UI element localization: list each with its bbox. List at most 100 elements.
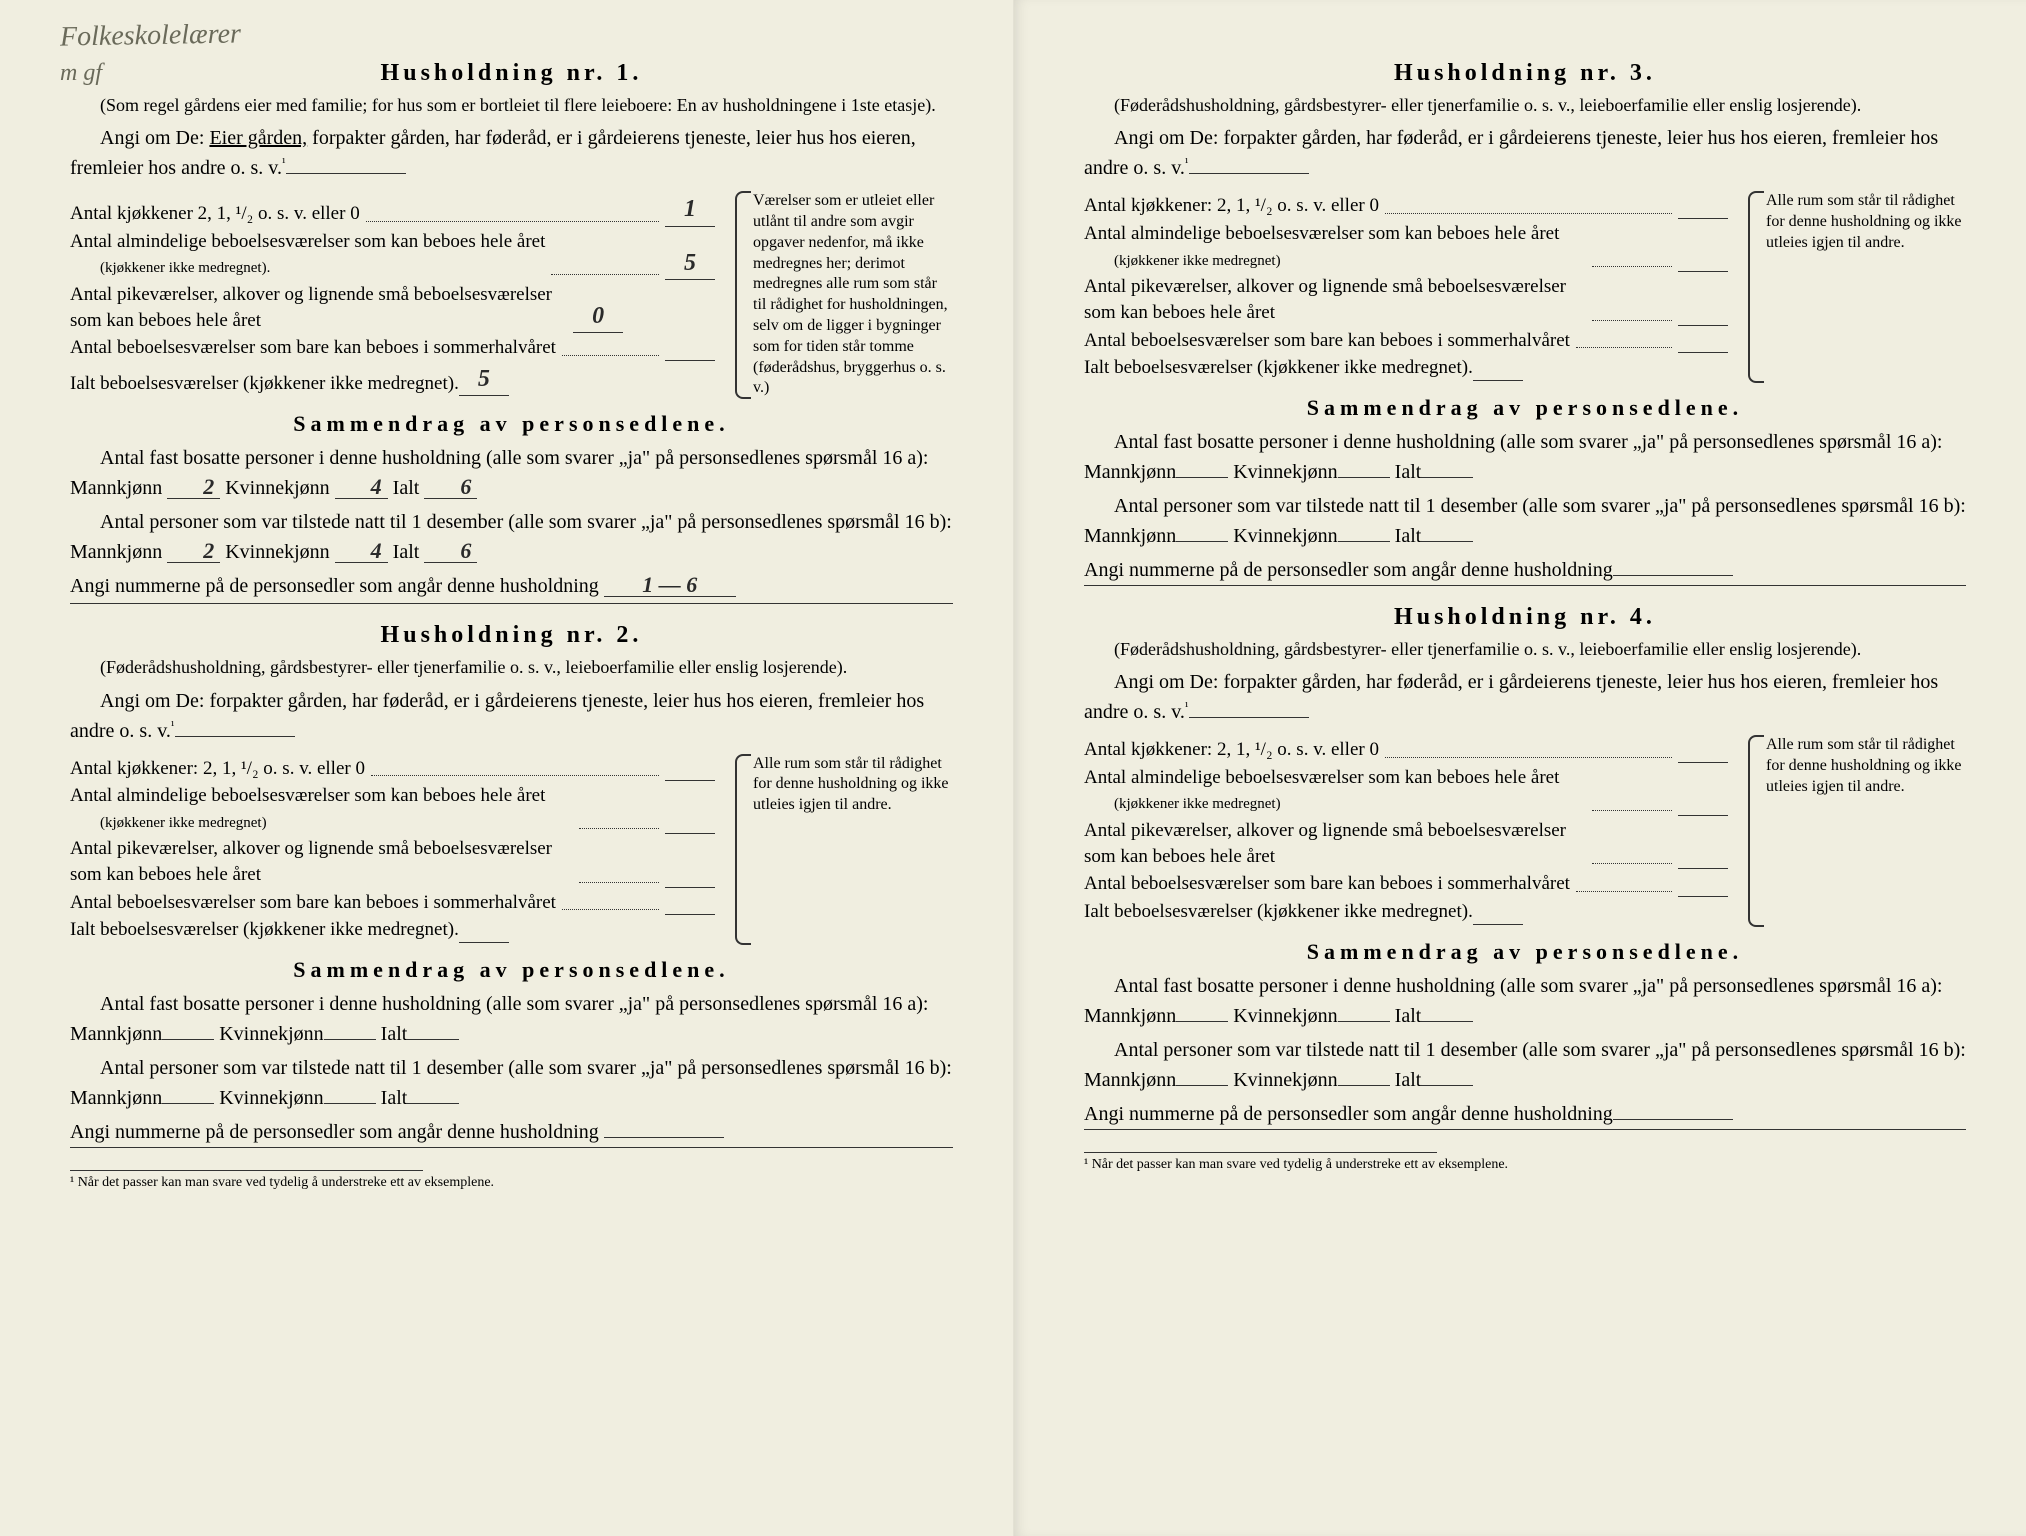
kitchens-label: Antal kjøkkener 2, 1, ¹/₂ o. s. v. eller… [70, 201, 360, 227]
household-1-rooms: Antal kjøkkener 2, 1, ¹/₂ o. s. v. eller… [70, 191, 953, 399]
q16b-m [1176, 1085, 1228, 1086]
nummer-value: 1 — 6 [604, 574, 736, 597]
q16a-t: 6 [424, 476, 477, 499]
q16b-row: Antal personer som var tilstede natt til… [70, 507, 953, 567]
mann-label: Mannkjønn [1084, 1069, 1176, 1091]
q16b-text: Antal personer som var tilstede natt til… [100, 1057, 952, 1079]
household-4: Husholdning nr. 4. (Føderådshusholdning,… [1084, 604, 1966, 1130]
kvinne-label: Kvinnekjønn [219, 1087, 323, 1109]
q16b-k: 4 [335, 540, 388, 563]
summer-row: Antal beboelsesværelser som bare kan beb… [70, 890, 715, 916]
sammendrag-2-title: Sammendrag av personsedlene. [70, 957, 953, 983]
ordinary-value: 5 [665, 247, 715, 280]
kitchens-row: Antal kjøkkener: 2, 1, ¹/₂ o. s. v. elle… [1084, 737, 1728, 763]
side-note-text: Alle rum som står til rådighet for denne… [753, 755, 949, 814]
q16b-m [162, 1103, 214, 1104]
dots [579, 882, 659, 883]
angi-prefix: Angi om De: [1114, 671, 1218, 693]
total-value [1473, 924, 1523, 925]
q16a-row: Antal fast bosatte personer i denne hush… [70, 443, 953, 503]
q16b-k [1338, 1085, 1390, 1086]
household-3-title: Husholdning nr. 3. [1084, 60, 1966, 87]
household-1-angi: Angi om De: Eier gården, forpakter gårde… [70, 123, 953, 183]
nummer-row: Angi nummerne på de personsedler som ang… [1084, 1099, 1966, 1130]
ordinary-label: Antal almindelige beboelsesværelser som … [70, 229, 545, 280]
q16b-m [1176, 541, 1228, 542]
ialt-label: Ialt [1395, 1069, 1422, 1091]
kitchens-row: Antal kjøkkener: 2, 1, ¹/₂ o. s. v. elle… [1084, 193, 1728, 219]
household-2-rooms: Antal kjøkkener: 2, 1, ¹/₂ o. s. v. elle… [70, 754, 953, 945]
rooms-side-note: Værelser som er utleiet eller utlånt til… [735, 191, 953, 399]
household-4-subtitle: (Føderådshusholdning, gårdsbestyrer- ell… [1084, 637, 1966, 661]
total-label: Ialt beboelsesværelser (kjøkkener ikke m… [70, 371, 459, 397]
footnote-text: ¹ Når det passer kan man svare ved tydel… [70, 1175, 494, 1190]
ordinary-label-text: Antal almindelige beboelsesværelser som … [1084, 767, 1559, 788]
q16a-row: Antal fast bosatte personer i denne hush… [1084, 971, 1966, 1031]
small-rooms-row: Antal pikeværelser, alkover og lignende … [1084, 818, 1728, 869]
rooms-side-note: Alle rum som står til rådighet for denne… [735, 754, 953, 945]
household-1-subtitle: (Som regel gårdens eier med familie; for… [70, 93, 953, 117]
small-label: Antal pikeværelser, alkover og lignende … [1084, 274, 1586, 325]
brace-icon [1748, 191, 1764, 382]
q16a-row: Antal fast bosatte personer i denne hush… [1084, 427, 1966, 487]
footnote-right: ¹ Når det passer kan man svare ved tydel… [1084, 1148, 1966, 1173]
ialt-label: Ialt [1395, 525, 1422, 547]
ordinary-label: Antal almindelige beboelsesværelser som … [1084, 221, 1586, 272]
household-2-title: Husholdning nr. 2. [70, 622, 953, 649]
q16a-m [1176, 1021, 1228, 1022]
dots [551, 274, 659, 275]
kvinne-label: Kvinnekjønn [1233, 1069, 1337, 1091]
dots [562, 355, 659, 356]
mann-label: Mannkjønn [70, 1023, 162, 1045]
q16a-m: 2 [167, 476, 220, 499]
nummer-label: Angi nummerne på de personsedler som ang… [70, 575, 599, 597]
ordinary-value [1678, 815, 1728, 816]
dots [579, 828, 659, 829]
total-value [1473, 380, 1523, 381]
ordinary-sub: (kjøkkener ikke medregnet) [100, 815, 267, 831]
ialt-label: Ialt [1395, 461, 1422, 483]
angi-prefix: Angi om De: [100, 690, 204, 712]
q16a-k: 4 [335, 476, 388, 499]
dots [1592, 863, 1672, 864]
kvinne-label: Kvinnekjønn [225, 541, 329, 563]
small-value [1678, 868, 1728, 869]
footnote-text: ¹ Når det passer kan man svare ved tydel… [1084, 1157, 1508, 1172]
small-rooms-row: Antal pikeværelser, alkover og lignende … [70, 836, 715, 887]
nummer-row: Angi nummerne på de personsedler som ang… [70, 571, 953, 604]
nummer-label: Angi nummerne på de personsedler som ang… [1084, 1103, 1613, 1125]
total-label: Ialt beboelsesværelser (kjøkkener ikke m… [1084, 899, 1473, 925]
kvinne-label: Kvinnekjønn [1233, 525, 1337, 547]
q16a-text: Antal fast bosatte personer i denne hush… [1114, 431, 1943, 453]
q16a-text: Antal fast bosatte personer i denne hush… [100, 447, 929, 469]
summer-label: Antal beboelsesværelser som bare kan beb… [1084, 328, 1570, 354]
ordinary-label: Antal almindelige beboelsesværelser som … [1084, 765, 1586, 816]
total-label: Ialt beboelsesværelser (kjøkkener ikke m… [1084, 355, 1473, 381]
nummer-row: Angi nummerne på de personsedler som ang… [1084, 555, 1966, 586]
dots [1592, 266, 1672, 267]
angi-fill [175, 736, 295, 737]
total-value: 5 [459, 363, 509, 396]
q16b-k [1338, 541, 1390, 542]
kvinne-label: Kvinnekjønn [1233, 1005, 1337, 1027]
dots [562, 909, 659, 910]
ordinary-sub: (kjøkkener ikke medregnet) [1114, 253, 1281, 269]
side-note-text: Alle rum som står til rådighet for denne… [1766, 736, 1962, 795]
household-2: Husholdning nr. 2. (Føderådshusholdning,… [70, 622, 953, 1148]
rooms-left: Antal kjøkkener 2, 1, ¹/₂ o. s. v. eller… [70, 191, 715, 399]
q16a-text: Antal fast bosatte personer i denne hush… [100, 993, 929, 1015]
q16a-k [324, 1039, 376, 1040]
household-2-subtitle: (Føderådshusholdning, gårdsbestyrer- ell… [70, 655, 953, 679]
ialt-label: Ialt [393, 541, 420, 563]
small-label: Antal pikeværelser, alkover og lignende … [70, 282, 573, 333]
household-4-angi: Angi om De: forpakter gården, har føderå… [1084, 667, 1966, 727]
q16a-t [1421, 1021, 1473, 1022]
angi-fill [1189, 717, 1309, 718]
ordinary-row: Antal almindelige beboelsesværelser som … [1084, 221, 1728, 272]
kitchens-label: Antal kjøkkener: 2, 1, ¹/₂ o. s. v. elle… [1084, 193, 1379, 219]
brace-icon [1748, 735, 1764, 926]
household-1: Husholdning nr. 1. (Som regel gårdens ei… [70, 60, 953, 604]
kitchens-row: Antal kjøkkener: 2, 1, ¹/₂ o. s. v. elle… [70, 756, 715, 782]
q16b-text: Antal personer som var tilstede natt til… [1114, 495, 1966, 517]
dots [1576, 891, 1672, 892]
